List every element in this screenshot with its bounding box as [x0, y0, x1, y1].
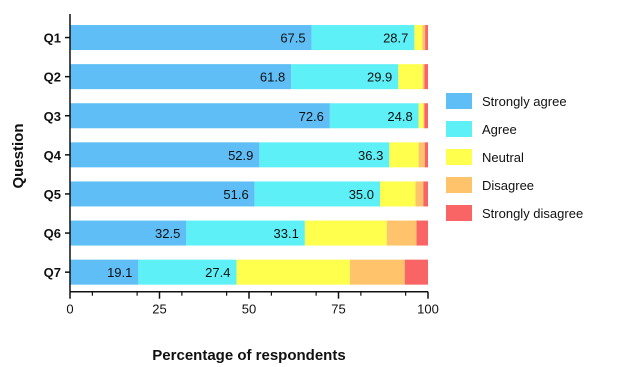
- data-label-q5-1: 51.6: [223, 187, 248, 202]
- bars-layer: [70, 25, 428, 285]
- axes-layer: Q1 Q2 Q3 Q4 Q5 Q6 Q7 0 25 50 75 100: [44, 14, 439, 317]
- legend-swatch-4: [446, 177, 472, 193]
- bar-segment-q2-4: [422, 64, 425, 90]
- bar-segment-q6-1: [70, 220, 187, 246]
- legend-swatch-2: [446, 121, 472, 137]
- bar-segment-q3-4: [423, 103, 425, 129]
- bar-segment-q6-4: [386, 220, 417, 246]
- data-label-q4-2: 36.3: [358, 148, 383, 163]
- y-tick-label-q1: Q1: [44, 31, 61, 46]
- legend-label-5: Strongly disagree: [482, 206, 583, 221]
- x-axis-title: Percentage of respondents: [152, 347, 345, 364]
- data-label-q7-2: 27.4: [205, 265, 230, 280]
- legend-swatch-3: [446, 149, 472, 165]
- data-label-q3-2: 24.8: [387, 109, 412, 124]
- bar-segment-q1-1: [70, 25, 312, 51]
- bar-segment-q6-3: [304, 220, 387, 246]
- bar-segment-q2-5: [424, 64, 428, 90]
- bar-segment-q4-2: [259, 142, 390, 168]
- data-label-q2-2: 29.9: [367, 70, 392, 85]
- x-tick-label-100: 100: [417, 302, 439, 317]
- data-label-q6-1: 32.5: [155, 226, 180, 241]
- bar-segment-q2-3: [398, 64, 423, 90]
- legend-label-2: Agree: [482, 122, 517, 137]
- bar-segment-q7-4: [349, 259, 405, 285]
- data-label-q1-2: 28.7: [383, 31, 408, 46]
- x-tick-label-0: 0: [66, 302, 73, 317]
- data-label-q5-2: 35.0: [349, 187, 374, 202]
- y-tick-label-q3: Q3: [44, 109, 61, 124]
- data-label-q4-1: 52.9: [228, 148, 253, 163]
- y-tick-label-q2: Q2: [44, 70, 61, 85]
- legend-swatch-1: [446, 93, 472, 109]
- x-tick-label-75: 75: [331, 302, 345, 317]
- data-labels-layer: 67.5 28.7 61.8 29.9 72.6 24.8 52.9 36.3 51.6 35.0…: [107, 31, 413, 281]
- bar-segment-q4-3: [389, 142, 419, 168]
- y-tick-label-q6: Q6: [44, 226, 61, 241]
- x-tick-label-50: 50: [242, 302, 256, 317]
- bar-segment-q7-1: [70, 259, 139, 285]
- legend-label-4: Disagree: [482, 178, 534, 193]
- legend-label-1: Strongly agree: [482, 94, 567, 109]
- bar-segment-q2-1: [70, 64, 292, 90]
- bar-segment-q2-2: [291, 64, 399, 90]
- bar-segment-q4-4: [418, 142, 425, 168]
- data-label-q1-1: 67.5: [280, 31, 305, 46]
- bar-segment-q3-2: [329, 103, 419, 129]
- bar-segment-q3-5: [424, 103, 428, 129]
- data-label-q3-1: 72.6: [299, 109, 324, 124]
- data-label-q2-1: 61.8: [260, 70, 285, 85]
- y-axis-title: Question: [10, 123, 27, 188]
- bar-segment-q5-1: [70, 181, 255, 207]
- bar-segment-q3-1: [70, 103, 330, 129]
- data-label-q7-1: 19.1: [107, 265, 132, 280]
- legend-swatch-5: [446, 205, 472, 221]
- bar-segment-q5-2: [254, 181, 381, 207]
- bar-segment-q6-5: [416, 220, 428, 246]
- bar-segment-q6-2: [186, 220, 305, 246]
- y-tick-label-q4: Q4: [44, 148, 62, 163]
- bar-segment-q5-5: [423, 181, 428, 207]
- bar-segment-q7-2: [138, 259, 237, 285]
- bar-segment-q1-5: [425, 25, 428, 51]
- x-tick-label-25: 25: [152, 302, 166, 317]
- y-tick-label-q5: Q5: [44, 187, 61, 202]
- bar-segment-q5-3: [380, 181, 416, 207]
- bar-segment-q7-5: [404, 259, 428, 285]
- bar-segment-q5-4: [415, 181, 424, 207]
- bar-segment-q1-2: [311, 25, 415, 51]
- bar-segment-q7-3: [236, 259, 350, 285]
- bar-segment-q1-4: [422, 25, 426, 51]
- legend: Strongly agree Agree Neutral Disagree Strong…: [446, 93, 583, 221]
- legend-label-3: Neutral: [482, 150, 524, 165]
- bar-segment-q4-5: [424, 142, 428, 168]
- bar-segment-q1-3: [414, 25, 423, 51]
- bar-segment-q3-3: [418, 103, 424, 129]
- bar-segment-q4-1: [70, 142, 260, 168]
- y-tick-label-q7: Q7: [44, 265, 61, 280]
- data-label-q6-2: 33.1: [274, 226, 299, 241]
